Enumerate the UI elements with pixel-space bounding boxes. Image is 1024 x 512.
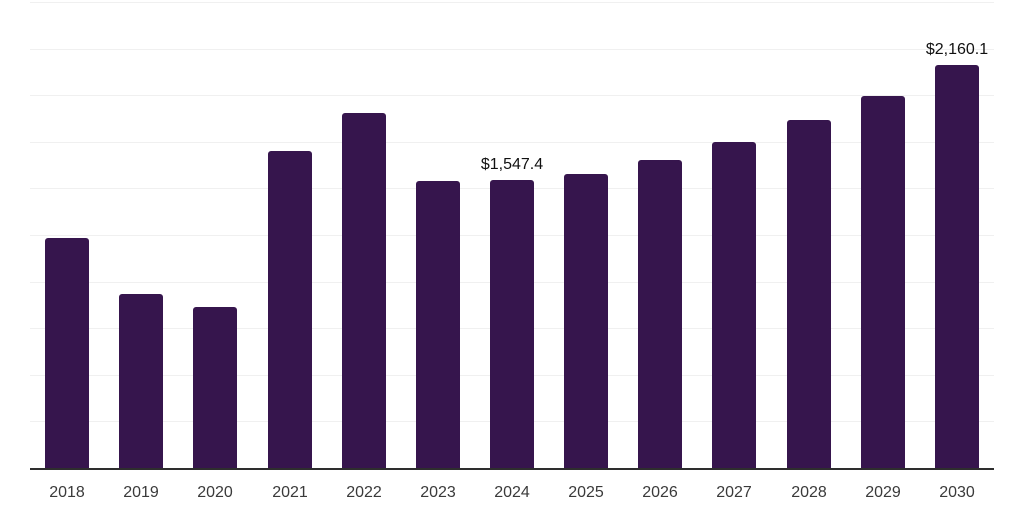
x-tick-2028: 2028 [791,484,827,501]
x-tick-2022: 2022 [346,484,382,501]
bar-2023 [416,181,460,468]
x-tick-2025: 2025 [568,484,604,501]
bar-2026 [638,160,682,468]
bar-2030 [935,65,979,468]
bar-2018 [45,238,89,468]
bar-2029 [861,96,905,468]
bar-2021 [268,151,312,468]
x-tick-2020: 2020 [197,484,233,501]
bar-2028 [787,120,831,468]
bar-2019 [119,294,163,468]
gridline [30,142,994,143]
bar-value-label-2024: $1,547.4 [480,156,544,173]
x-tick-2030: 2030 [939,484,975,501]
x-tick-2026: 2026 [642,484,678,501]
gridline [30,49,994,50]
x-tick-2021: 2021 [272,484,308,501]
x-tick-2029: 2029 [865,484,901,501]
gridline [30,95,994,96]
x-tick-2023: 2023 [420,484,456,501]
bar-value-label-2030: $2,160.1 [925,41,989,58]
x-axis-line [30,468,994,470]
bar-2020 [193,307,237,468]
bar-2025 [564,174,608,468]
x-tick-2027: 2027 [716,484,752,501]
x-tick-2019: 2019 [123,484,159,501]
bar-2022 [342,113,386,468]
gridline [30,2,994,3]
x-tick-2024: 2024 [494,484,530,501]
bar-2024 [490,180,534,468]
bar-2027 [712,142,756,468]
x-tick-2018: 2018 [49,484,85,501]
